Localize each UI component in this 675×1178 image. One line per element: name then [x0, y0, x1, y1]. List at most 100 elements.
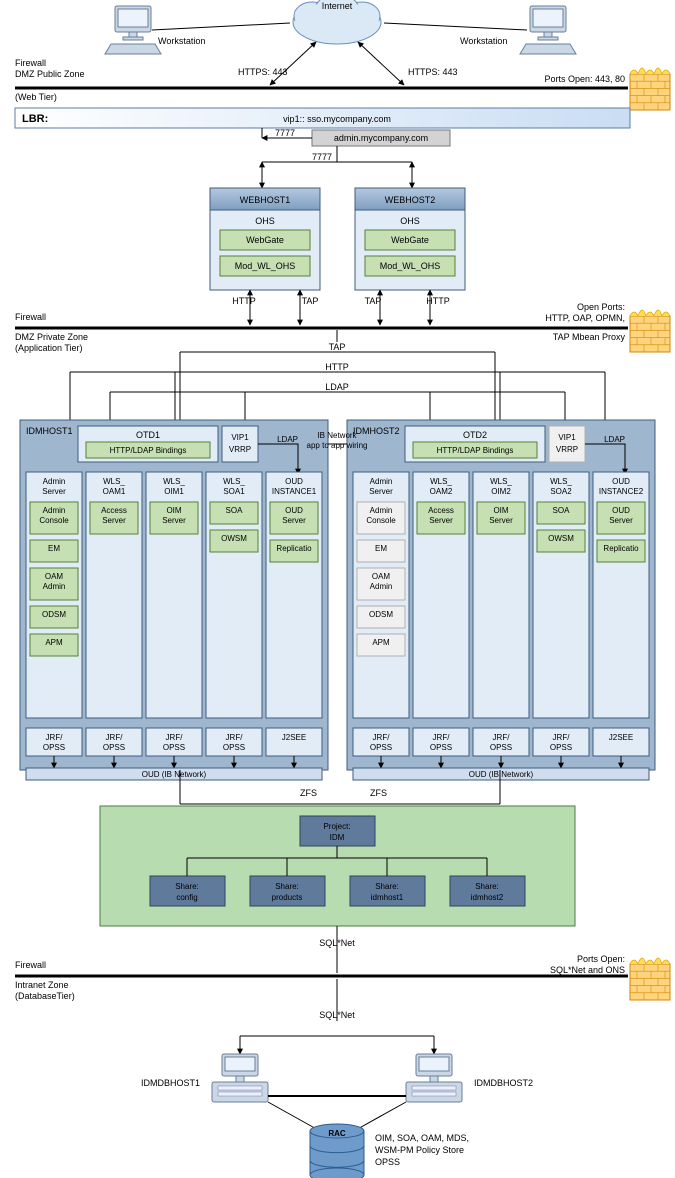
svg-text:WLS_: WLS_: [430, 477, 452, 486]
svg-text:WLS_: WLS_: [490, 477, 512, 486]
svg-text:WLS_: WLS_: [163, 477, 185, 486]
svg-text:HTTP: HTTP: [426, 296, 450, 306]
svg-text:Firewall: Firewall: [15, 312, 46, 322]
svg-text:Project:: Project:: [323, 822, 350, 831]
svg-text:INSTANCE1: INSTANCE1: [272, 487, 317, 496]
svg-text:HTTP: HTTP: [325, 362, 349, 372]
svg-text:JRF/: JRF/: [166, 733, 184, 742]
svg-text:OIM2: OIM2: [491, 487, 511, 496]
svg-text:Admin: Admin: [370, 506, 393, 515]
svg-text:OPSS: OPSS: [43, 743, 65, 752]
svg-text:app to app wiring: app to app wiring: [307, 441, 368, 450]
svg-text:Workstation: Workstation: [158, 36, 205, 46]
svg-text:HTTP: HTTP: [232, 296, 256, 306]
svg-text:SOA2: SOA2: [550, 487, 572, 496]
svg-text:OIM: OIM: [493, 506, 508, 515]
svg-text:Server: Server: [429, 516, 453, 525]
svg-text:OPSS: OPSS: [375, 1157, 400, 1167]
svg-text:Mod_WL_OHS: Mod_WL_OHS: [380, 261, 441, 271]
svg-text:VRRP: VRRP: [229, 445, 251, 454]
svg-text:OAM2: OAM2: [430, 487, 453, 496]
svg-text:OAM: OAM: [372, 572, 391, 581]
svg-text:OIM, SOA, OAM, MDS,: OIM, SOA, OAM, MDS,: [375, 1133, 469, 1143]
svg-text:HTTP/LDAP Bindings: HTTP/LDAP Bindings: [110, 446, 187, 455]
svg-text:OAM: OAM: [45, 572, 64, 581]
svg-text:JRF/: JRF/: [46, 733, 64, 742]
svg-text:SOA: SOA: [553, 506, 571, 515]
svg-text:Internet: Internet: [322, 1, 353, 11]
svg-text:OAM1: OAM1: [103, 487, 126, 496]
svg-text:idmhost1: idmhost1: [371, 893, 404, 902]
svg-text:OPSS: OPSS: [550, 743, 572, 752]
svg-text:7777: 7777: [312, 152, 332, 162]
svg-text:Server: Server: [369, 487, 393, 496]
svg-text:IDM: IDM: [330, 833, 345, 842]
svg-text:Ports Open: 443, 80: Ports Open: 443, 80: [544, 74, 625, 84]
svg-text:Server: Server: [282, 516, 306, 525]
svg-text:Share:: Share:: [175, 882, 199, 891]
svg-text:OPSS: OPSS: [430, 743, 452, 752]
svg-text:WSM-PM Policy Store: WSM-PM Policy Store: [375, 1145, 464, 1155]
svg-text:WLS_: WLS_: [103, 477, 125, 486]
svg-text:OHS: OHS: [255, 216, 275, 226]
svg-text:7777: 7777: [275, 128, 295, 138]
svg-text:HTTP, OAP, OPMN,: HTTP, OAP, OPMN,: [545, 313, 625, 323]
svg-text:WLS_: WLS_: [223, 477, 245, 486]
svg-text:JRF/: JRF/: [493, 733, 511, 742]
svg-text:SQL*Net: SQL*Net: [319, 1010, 355, 1020]
svg-text:IDMDBHOST1: IDMDBHOST1: [141, 1078, 200, 1088]
svg-text:Admin: Admin: [43, 506, 66, 515]
svg-text:LDAP: LDAP: [325, 382, 349, 392]
svg-text:OWSM: OWSM: [548, 534, 574, 543]
svg-text:J2SEE: J2SEE: [609, 733, 633, 742]
svg-text:Server: Server: [609, 516, 633, 525]
svg-text:HTTPS: 443: HTTPS: 443: [238, 67, 288, 77]
svg-text:JRF/: JRF/: [373, 733, 391, 742]
svg-text:IB Network: IB Network: [317, 431, 357, 440]
svg-text:OIM1: OIM1: [164, 487, 184, 496]
svg-text:OPSS: OPSS: [163, 743, 185, 752]
svg-text:IDMDBHOST2: IDMDBHOST2: [474, 1078, 533, 1088]
svg-text:OUD (IB Network): OUD (IB Network): [142, 770, 207, 779]
svg-text:Access: Access: [428, 506, 454, 515]
svg-text:RAC: RAC: [328, 1129, 346, 1138]
svg-text:SOA: SOA: [226, 506, 244, 515]
svg-text:(Web Tier): (Web Tier): [15, 92, 57, 102]
svg-text:OTD2: OTD2: [463, 430, 487, 440]
svg-text:Share:: Share:: [275, 882, 299, 891]
svg-text:Replicatio: Replicatio: [276, 544, 312, 553]
svg-text:Server: Server: [162, 516, 186, 525]
svg-text:Admin: Admin: [370, 477, 393, 486]
svg-text:VRRP: VRRP: [556, 445, 578, 454]
svg-text:WEBHOST2: WEBHOST2: [385, 195, 436, 205]
svg-text:INSTANCE2: INSTANCE2: [599, 487, 644, 496]
svg-text:Mod_WL_OHS: Mod_WL_OHS: [235, 261, 296, 271]
svg-text:Server: Server: [489, 516, 513, 525]
architecture-diagram: InternetWorkstationWorkstationFirewallDM…: [0, 0, 675, 1178]
svg-text:JRF/: JRF/: [106, 733, 124, 742]
svg-text:config: config: [176, 893, 197, 902]
svg-text:Server: Server: [42, 487, 66, 496]
svg-text:Open Ports:: Open Ports:: [577, 302, 625, 312]
svg-text:products: products: [272, 893, 303, 902]
svg-text:Console: Console: [366, 516, 396, 525]
svg-text:OUD (IB Network): OUD (IB Network): [469, 770, 534, 779]
svg-text:Intranet Zone: Intranet Zone: [15, 980, 69, 990]
svg-text:OHS: OHS: [400, 216, 420, 226]
svg-text:OWSM: OWSM: [221, 534, 247, 543]
svg-text:OPSS: OPSS: [490, 743, 512, 752]
svg-text:OUD: OUD: [285, 477, 303, 486]
svg-text:JRF/: JRF/: [226, 733, 244, 742]
svg-text:WebGate: WebGate: [246, 235, 284, 245]
svg-text:LDAP: LDAP: [277, 435, 298, 444]
svg-text:DMZ Private Zone: DMZ Private Zone: [15, 332, 88, 342]
svg-text:OPSS: OPSS: [103, 743, 125, 752]
svg-text:APM: APM: [372, 638, 390, 647]
svg-text:TAP: TAP: [365, 296, 382, 306]
svg-text:(Application Tier): (Application Tier): [15, 343, 83, 353]
svg-text:TAP: TAP: [329, 342, 346, 352]
svg-text:OIM: OIM: [166, 506, 181, 515]
svg-text:WebGate: WebGate: [391, 235, 429, 245]
svg-text:ZFS: ZFS: [370, 788, 387, 798]
svg-text:J2SEE: J2SEE: [282, 733, 306, 742]
